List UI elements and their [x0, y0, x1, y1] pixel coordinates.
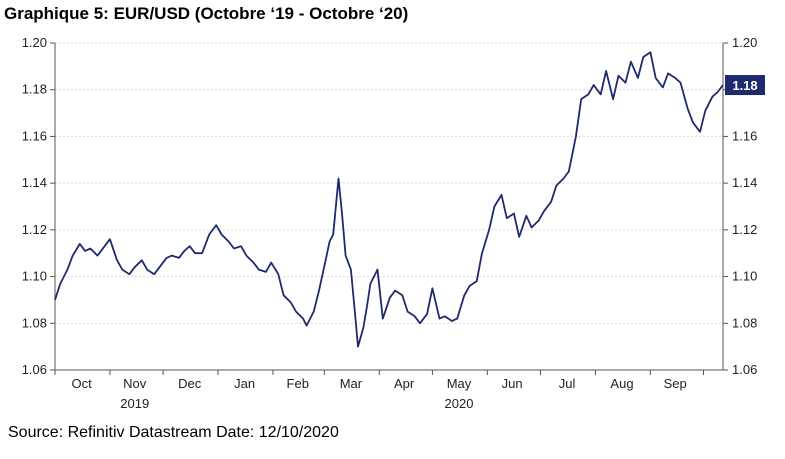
source-note: Source: Refinitiv Datastream Date: 12/10…: [8, 424, 339, 441]
y-tick-label-left: 1.14: [22, 175, 47, 190]
y-axis-right: 1.06 1.08 1.10 1.12 1.14 1.16 1.18 1.20: [723, 35, 757, 377]
axes: [54, 43, 724, 371]
x-year-label-2019: 2019: [120, 396, 149, 411]
y-tick-label-right: 1.06: [732, 362, 757, 377]
y-tick-label-right: 1.20: [732, 35, 757, 50]
y-tick-label-left: 1.18: [22, 82, 47, 97]
y-tick-label-left: 1.10: [22, 269, 47, 284]
x-tick-label-may: May: [447, 376, 472, 391]
y-tick-label-right: 1.14: [732, 175, 757, 190]
eurusd-series-line: [54, 51, 724, 348]
last-value-badge-bg: [725, 75, 765, 96]
y-tick-label-left: 1.12: [22, 222, 47, 237]
x-tick-label-nov: Nov: [123, 376, 147, 391]
y-tick-label-left: 1.16: [22, 128, 47, 143]
grid-lines: [55, 42, 723, 371]
x-tick-label-mar: Mar: [340, 376, 363, 391]
x-tick-label-jan: Jan: [234, 376, 255, 391]
y-tick-label-right: 1.12: [732, 222, 757, 237]
chart-title: Graphique 5: EUR/USD (Octobre ‘19 - Octo…: [4, 4, 409, 23]
x-tick-label-jul: Jul: [559, 376, 576, 391]
x-tick-label-sep: Sep: [664, 376, 687, 391]
x-tick-label-aug: Aug: [610, 376, 633, 391]
y-tick-label-right: 1.10: [732, 269, 757, 284]
y-axis-left: 1.06 1.08 1.10 1.12 1.14 1.16 1.18 1.20: [22, 35, 55, 377]
x-tick-label-jun: Jun: [502, 376, 523, 391]
y-tick-label-left: 1.06: [22, 362, 47, 377]
last-value-label: 1.18: [732, 78, 757, 93]
x-tick-label-apr: Apr: [394, 376, 415, 391]
x-tick-label-oct: Oct: [71, 376, 92, 391]
y-tick-label-left: 1.08: [22, 315, 47, 330]
x-tick-label-dec: Dec: [178, 376, 202, 391]
x-year-label-2020: 2020: [445, 396, 474, 411]
last-value-badge: 1.18: [725, 75, 765, 96]
y-tick-label-right: 1.08: [732, 315, 757, 330]
x-axis: Oct Nov Dec Jan Feb Mar Apr May Jun Jul Aug Sep 2019…: [54, 370, 705, 411]
y-tick-label-right: 1.16: [732, 128, 757, 143]
x-tick-label-feb: Feb: [287, 376, 309, 391]
y-tick-label-left: 1.20: [22, 35, 47, 50]
eurusd-line-chart: 1.061.081.101.121.141.161.181.20 1.061.0…: [22, 35, 765, 411]
